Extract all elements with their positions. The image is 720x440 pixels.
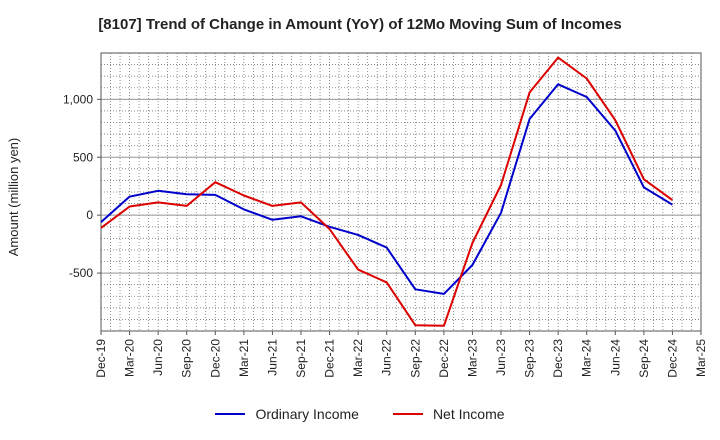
x-tick-label: Mar-24 <box>580 339 594 377</box>
x-tick-label: Sep-22 <box>408 339 422 378</box>
y-tick-label: -500 <box>69 266 93 280</box>
x-tick-label: Jun-24 <box>608 339 622 376</box>
grid <box>101 53 701 331</box>
legend-label-net-income: Net Income <box>432 406 505 422</box>
x-tick-label: Sep-24 <box>637 339 651 378</box>
x-axis-ticks: Dec-19 Mar-20 Jun-20 Sep-20 Dec-20 Mar-21 Jun-… <box>94 331 708 378</box>
x-tick-label: Dec-23 <box>551 339 565 378</box>
x-tick-label: Jun-21 <box>265 339 279 376</box>
x-tick-label: Jun-22 <box>380 339 394 376</box>
x-tick-label: Jun-23 <box>494 339 508 376</box>
series-group <box>100 56 673 327</box>
x-tick-label: Mar-21 <box>237 339 251 377</box>
y-axis-ticks: -500 0 500 1,000 <box>63 92 101 280</box>
chart-title: [8107] Trend of Change in Amount (YoY) o… <box>98 16 622 33</box>
x-tick-label: Dec-20 <box>208 339 222 378</box>
legend: Ordinary Income Net Income <box>0 406 720 422</box>
x-tick-label: Mar-25 <box>694 339 708 377</box>
y-axis-label: Amount (million yen) <box>6 138 21 257</box>
x-tick-label: Dec-19 <box>94 339 108 378</box>
y-tick-label: 500 <box>73 150 93 164</box>
x-tick-label: Dec-24 <box>665 339 679 378</box>
series-line-ordinary-income <box>100 83 673 295</box>
plot-area <box>100 52 702 332</box>
legend-swatch-ordinary-income <box>215 413 246 415</box>
y-tick-label: 1,000 <box>63 92 93 106</box>
y-tick-label: 0 <box>86 208 93 222</box>
x-tick-label: Mar-23 <box>465 339 479 377</box>
x-tick-label: Dec-22 <box>437 339 451 378</box>
series-line-net-income <box>100 56 673 327</box>
x-tick-label: Sep-21 <box>294 339 308 378</box>
legend-label-ordinary-income: Ordinary Income <box>255 406 359 422</box>
legend-item-net-income: Net Income <box>392 406 505 422</box>
x-tick-label: Dec-21 <box>323 339 337 378</box>
x-tick-label: Sep-23 <box>523 339 537 378</box>
x-tick-label: Mar-20 <box>123 339 137 377</box>
x-tick-label: Sep-20 <box>180 339 194 378</box>
legend-item-ordinary-income: Ordinary Income <box>215 406 359 422</box>
x-tick-label: Mar-22 <box>351 339 365 377</box>
x-tick-label: Jun-20 <box>151 339 165 376</box>
legend-swatch-net-income <box>392 413 423 415</box>
